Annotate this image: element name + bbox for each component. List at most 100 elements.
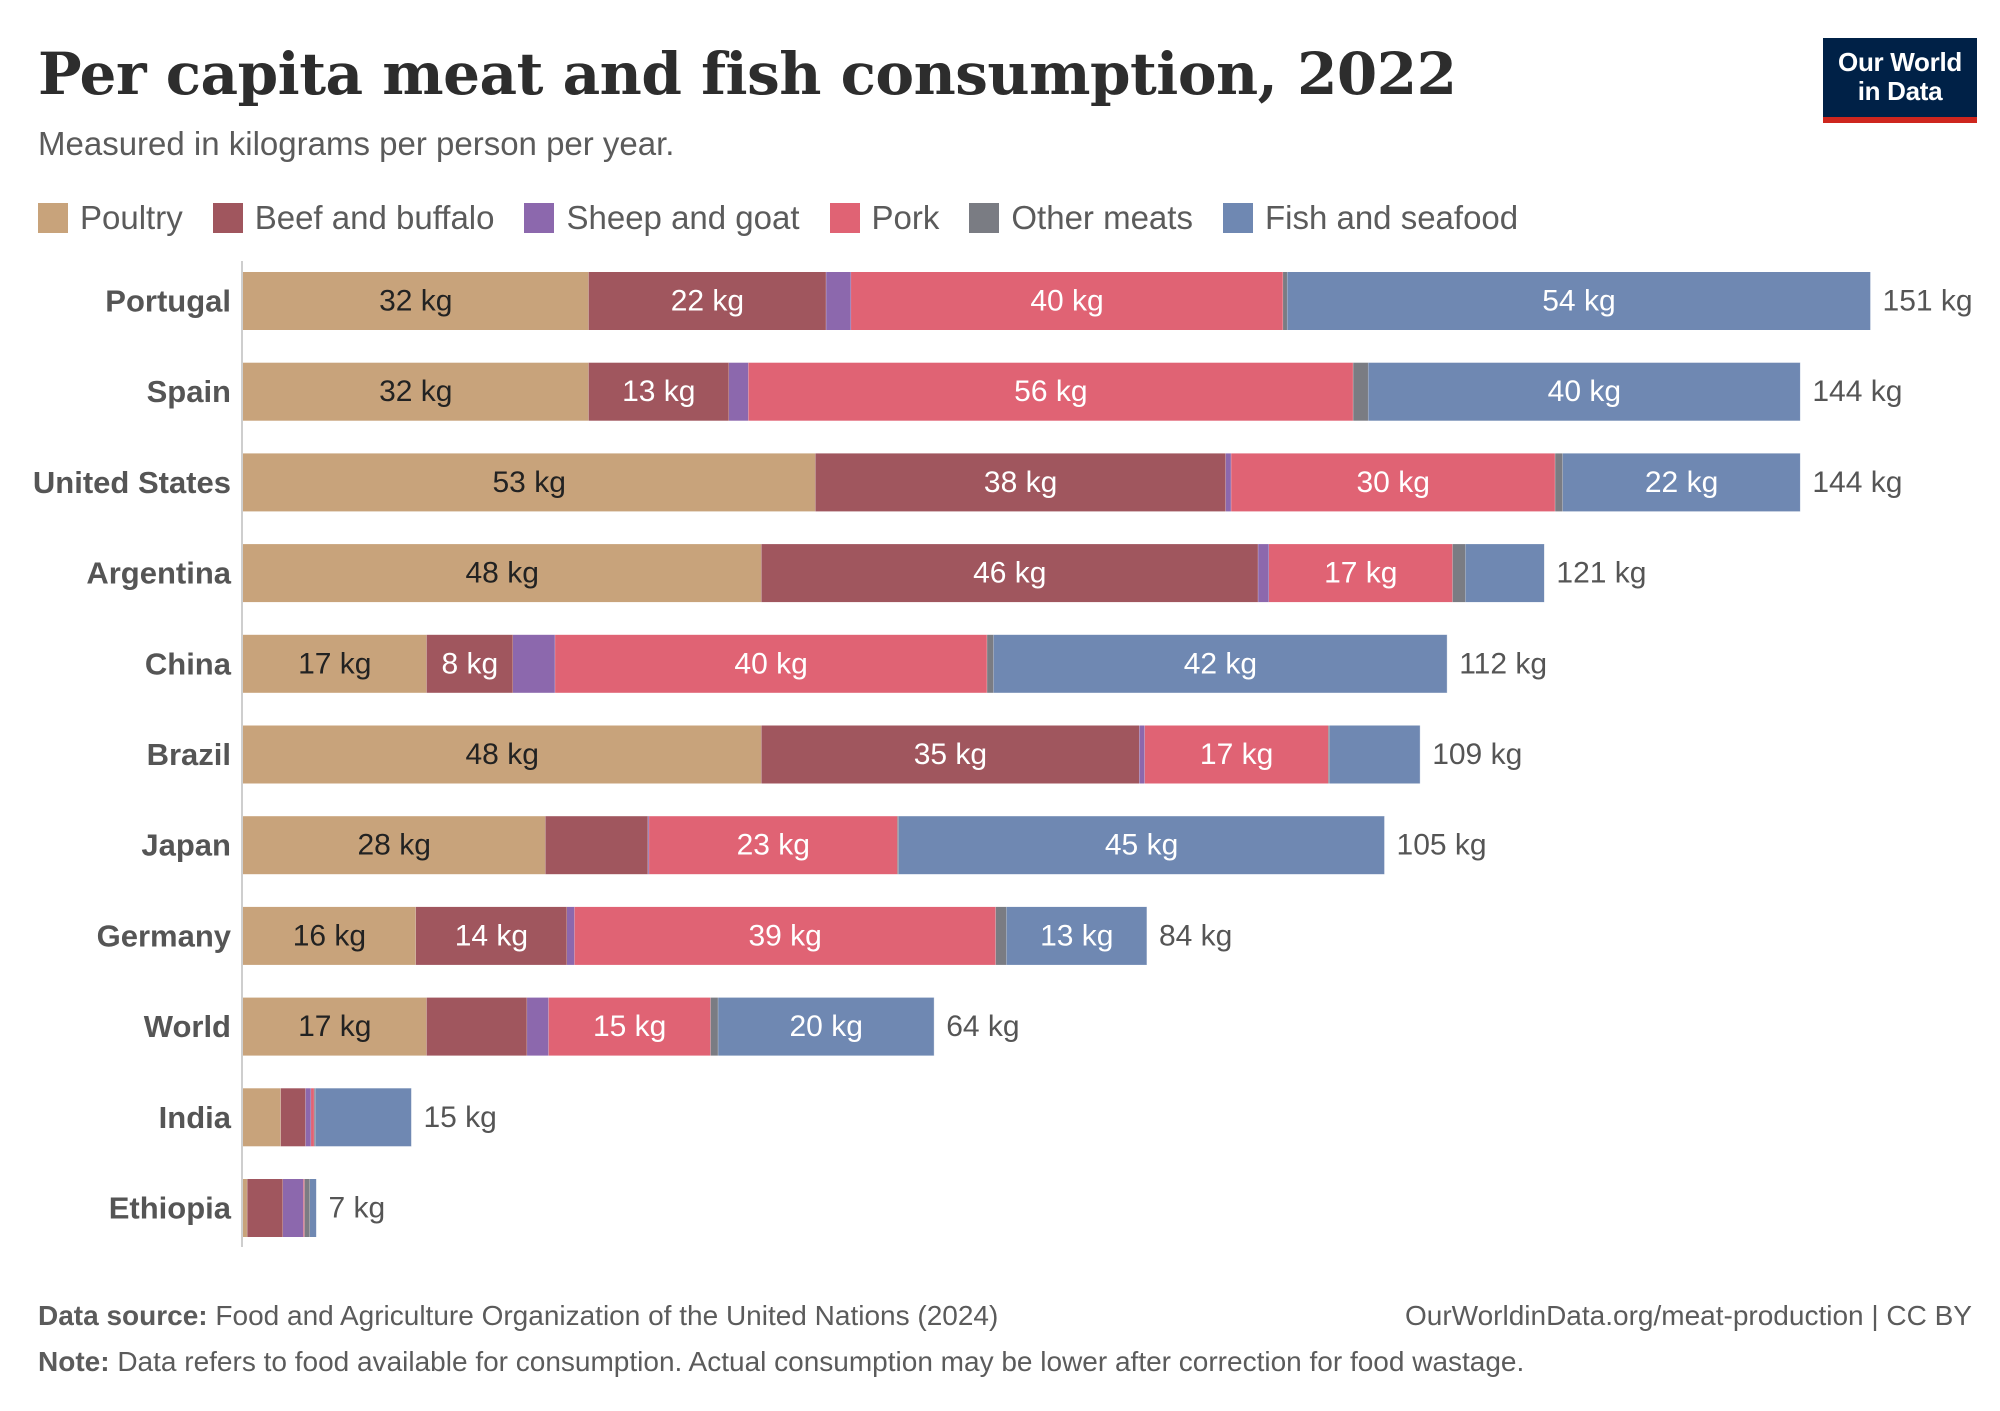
bar-spain-fish-and-seafood[interactable] [1368,362,1801,421]
bar-spain-other-meats[interactable] [1353,362,1369,421]
bar-world-other-meats[interactable] [710,997,719,1056]
bar-ethiopia-pork[interactable] [303,1179,305,1237]
bar-united-states-sheep-and-goat[interactable] [1225,453,1232,512]
bar-portugal-beef-and-buffalo[interactable] [588,272,827,330]
bar-portugal-sheep-and-goat[interactable] [826,272,852,330]
total-label-portugal: 151 kg [1883,285,1973,318]
bar-china-poultry[interactable] [243,634,427,693]
bar-argentina-fish-and-seafood[interactable] [1465,544,1545,603]
data-label-germany-poultry: 16 kg [293,919,366,952]
bar-ethiopia-other-meats[interactable] [304,1179,310,1237]
data-label-spain-poultry: 32 kg [379,375,452,408]
bar-china-fish-and-seafood[interactable] [993,634,1448,693]
total-label-world: 64 kg [946,1010,1019,1043]
bar-ethiopia-poultry[interactable] [243,1179,248,1237]
bar-ethiopia-fish-and-seafood[interactable] [309,1179,317,1237]
bar-united-states-pork[interactable] [1231,453,1556,512]
legend-label-beef-and-buffalo: Beef and buffalo [254,199,495,236]
bar-argentina-beef-and-buffalo[interactable] [761,544,1259,603]
note-label: Note: [38,1346,110,1377]
bar-portugal-poultry[interactable] [243,272,589,330]
bar-india-other-meats[interactable] [314,1088,316,1147]
data-source-label: Data source: [38,1300,208,1331]
bar-germany-poultry[interactable] [243,906,416,965]
bar-japan-poultry[interactable] [243,816,546,875]
legend-swatch-fish-and-seafood [1222,203,1253,233]
data-label-brazil-beef-and-buffalo: 35 kg [914,738,987,771]
bar-world-sheep-and-goat[interactable] [527,997,549,1056]
bar-argentina-sheep-and-goat[interactable] [1258,544,1269,603]
legend-item-fish-and-seafood[interactable]: Fish and seafood [1222,198,1519,238]
category-label-united-states: United States [33,465,231,500]
bar-portugal-pork[interactable] [851,272,1284,330]
bar-united-states-poultry[interactable] [243,453,816,512]
source-url-link[interactable]: OurWorldinData.org/meat-production | CC … [1405,1300,1972,1331]
bar-japan-sheep-and-goat[interactable] [648,816,650,875]
legend-item-sheep-and-goat[interactable]: Sheep and goat [524,198,800,238]
data-label-united-states-fish-and-seafood: 22 kg [1645,466,1718,499]
bar-germany-fish-and-seafood[interactable] [1006,906,1147,965]
bar-world-pork[interactable] [548,997,711,1056]
legend-swatch-poultry [38,203,68,233]
bar-china-pork[interactable] [555,634,988,693]
bar-ethiopia-sheep-and-goat[interactable] [282,1179,304,1237]
bar-india-fish-and-seafood[interactable] [315,1088,412,1147]
bar-japan-pork[interactable] [649,816,898,875]
bar-spain-sheep-and-goat[interactable] [729,362,749,421]
category-label-portugal: Portugal [105,284,231,319]
total-label-argentina: 121 kg [1556,557,1646,590]
note-text: Data refers to food available for consum… [117,1346,1525,1377]
bar-germany-pork[interactable] [574,906,996,965]
bar-portugal-other-meats[interactable] [1283,272,1288,330]
data-label-portugal-fish-and-seafood: 54 kg [1542,285,1615,318]
bar-china-sheep-and-goat[interactable] [513,634,556,693]
data-label-world-pork: 15 kg [593,1010,666,1043]
bar-india-sheep-and-goat[interactable] [305,1088,312,1147]
bar-brazil-fish-and-seafood[interactable] [1329,725,1421,784]
data-label-brazil-poultry: 48 kg [466,738,539,771]
bar-brazil-poultry[interactable] [243,725,762,784]
bar-china-beef-and-buffalo[interactable] [426,634,513,693]
bar-world-fish-and-seafood[interactable] [718,997,935,1056]
bar-germany-other-meats[interactable] [995,906,1007,965]
bar-india-poultry[interactable] [243,1088,281,1147]
bar-argentina-other-meats[interactable] [1452,544,1466,603]
bar-united-states-fish-and-seafood[interactable] [1562,453,1801,512]
bar-united-states-beef-and-buffalo[interactable] [815,453,1226,512]
bar-brazil-sheep-and-goat[interactable] [1139,725,1145,784]
bar-united-states-other-meats[interactable] [1555,453,1563,512]
bar-japan-beef-and-buffalo[interactable] [545,816,648,875]
total-label-spain: 144 kg [1812,375,1902,408]
legend-item-poultry[interactable]: Poultry [38,198,183,238]
category-label-argentina: Argentina [86,556,231,591]
bar-germany-sheep-and-goat[interactable] [567,906,575,965]
bar-india-pork[interactable] [311,1088,315,1147]
bar-brazil-beef-and-buffalo[interactable] [761,725,1140,784]
bar-china-other-meats[interactable] [987,634,994,693]
category-label-spain: Spain [147,374,231,409]
bar-india-beef-and-buffalo[interactable] [280,1088,306,1147]
bar-argentina-poultry[interactable] [243,544,762,603]
owid-logo[interactable]: Our World in Data [1823,38,1977,123]
bar-spain-beef-and-buffalo[interactable] [588,362,729,421]
bar-brazil-pork[interactable] [1144,725,1329,784]
bar-world-beef-and-buffalo[interactable] [426,997,528,1056]
bar-ethiopia-beef-and-buffalo[interactable] [247,1179,283,1237]
legend-label-fish-and-seafood: Fish and seafood [1264,199,1519,236]
bar-world-poultry[interactable] [243,997,427,1056]
legend-item-pork[interactable]: Pork [829,198,939,238]
data-label-spain-pork: 56 kg [1014,375,1087,408]
data-label-germany-fish-and-seafood: 13 kg [1040,919,1113,952]
category-label-japan: Japan [141,828,231,863]
bar-japan-other-meats[interactable] [897,816,899,875]
legend-item-other-meats[interactable]: Other meats [969,198,1193,238]
bar-brazil-other-meats[interactable] [1328,725,1330,784]
bar-germany-beef-and-buffalo[interactable] [415,906,567,965]
bar-spain-poultry[interactable] [243,362,589,421]
bar-japan-fish-and-seafood[interactable] [898,816,1385,875]
bar-argentina-pork[interactable] [1269,544,1453,603]
legend-item-beef-and-buffalo[interactable]: Beef and buffalo [212,198,495,238]
bar-spain-pork[interactable] [748,362,1354,421]
total-label-united-states: 144 kg [1812,466,1902,499]
bar-portugal-fish-and-seafood[interactable] [1287,272,1871,330]
